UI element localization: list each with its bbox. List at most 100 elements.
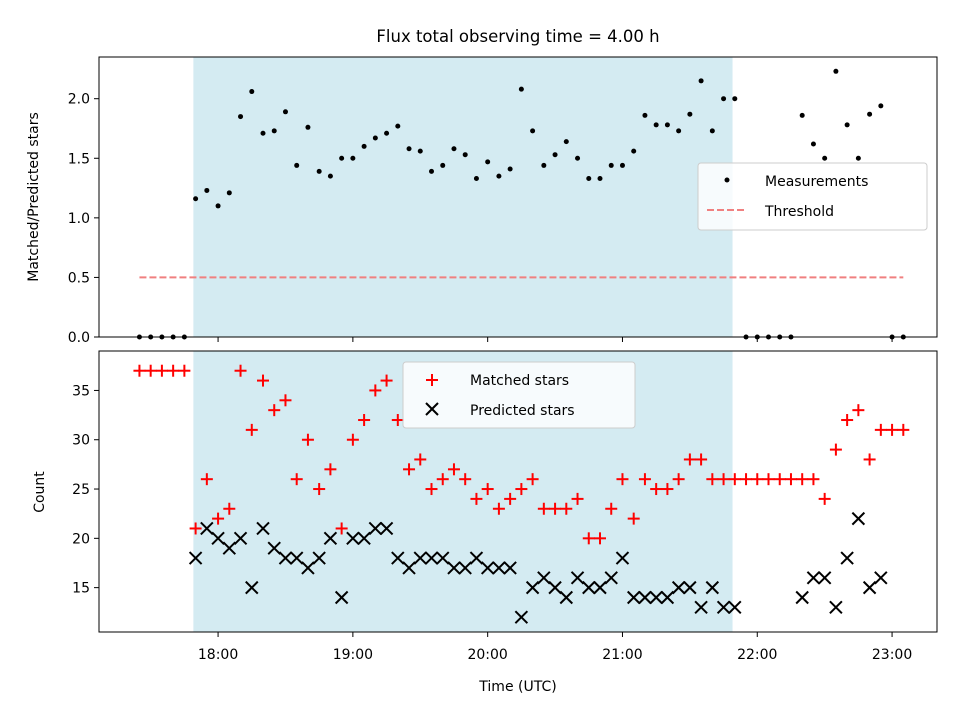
predicted-stars-point [728, 600, 742, 615]
predicted-stars-point [716, 600, 731, 615]
predicted-stars-point [323, 531, 338, 546]
measurements-point [822, 155, 828, 161]
measurements-point [496, 173, 502, 179]
measurements-point [844, 122, 850, 128]
measurements-point [451, 146, 457, 152]
matched-stars-point [144, 364, 157, 377]
matched-stars-point [874, 423, 887, 436]
matched-stars-point [863, 453, 876, 466]
measurements-point [810, 141, 816, 147]
y-tick-label: 2.0 [68, 92, 90, 108]
y-tick-label: 0.5 [68, 270, 90, 286]
matched-stars-point [751, 473, 764, 486]
predicted-stars-point [806, 571, 821, 585]
bottom-legend-box [402, 361, 636, 429]
matched-stars-point [560, 502, 573, 515]
predicted-stars-point [537, 571, 551, 585]
measurements-point [709, 128, 715, 134]
matched-stars-point [200, 473, 213, 486]
matched-stars-point [526, 473, 539, 486]
top-x-ticks [217, 337, 893, 342]
matched-stars-point [313, 483, 326, 496]
predicted-stars-point [211, 531, 225, 546]
matched-stars-point [324, 463, 337, 476]
matched-stars-point [245, 423, 258, 436]
top-legend-box [697, 162, 928, 231]
matched-stars-point [537, 502, 550, 515]
matched-stars-point [728, 473, 741, 486]
measurements-point [429, 168, 435, 174]
predicted-stars-point [851, 511, 866, 526]
measurements-point [653, 122, 659, 128]
matched-stars-point [571, 492, 584, 505]
x-tick-label: 18:00 [198, 647, 238, 663]
x-axis-label: Time (UTC) [478, 679, 556, 695]
measurements-point [518, 86, 524, 92]
y-tick-label: 1.5 [68, 151, 90, 167]
bottom-legend: Matched stars Predicted stars [402, 361, 636, 429]
predicted-stars-point [525, 580, 540, 595]
matched-stars-point [257, 374, 270, 387]
measurements-point [215, 203, 221, 209]
measurements-point [282, 109, 288, 115]
predicted-stars-point [188, 551, 203, 565]
measurements-point [631, 148, 637, 154]
matched-stars-point [683, 453, 696, 466]
measurements-point [260, 130, 266, 136]
predicted-stars-point [548, 580, 562, 595]
matched-stars-point [470, 492, 483, 505]
measurements-point [440, 162, 446, 168]
measurements-point [305, 124, 311, 130]
measurements-point [732, 96, 738, 102]
predicted-stars-point [829, 600, 843, 615]
measurements-point [350, 155, 356, 161]
matched-stars-point [155, 364, 168, 377]
bottom-axes: 18:00 19:00 20:00 21:00 22:00 23:00 15 20 25 30 3… [32, 350, 938, 695]
matched-stars-point [481, 483, 494, 496]
predicted-stars-point [346, 531, 360, 546]
measurements-point [664, 122, 670, 128]
predicted-stars-point [222, 541, 237, 555]
matched-stars-point [414, 453, 427, 466]
matched-stars-point [627, 512, 640, 525]
legend-label-matched-stars: Matched stars [470, 373, 569, 389]
matched-stars-point [425, 483, 438, 496]
x-tick-label: 22:00 [737, 647, 777, 663]
matched-stars-point [886, 423, 899, 436]
measurements-point [799, 112, 805, 118]
top-axes: 0.00.51.01.52.0 Matched/Predicted stars … [26, 56, 938, 346]
predicted-stars-point [615, 551, 630, 565]
y-tick-label: 0.0 [68, 330, 90, 346]
matched-stars-point [459, 473, 472, 486]
legend-marker-measurements [724, 177, 730, 183]
matched-stars-point [594, 532, 607, 545]
measurements-point [586, 176, 592, 182]
matched-stars-point [167, 364, 180, 377]
predicted-stars-point [660, 590, 675, 605]
matched-stars-point [762, 473, 775, 486]
predicted-stars-point [480, 561, 495, 575]
matched-stars-point [189, 522, 202, 535]
predicted-stars-point [874, 571, 888, 585]
measurements-point [271, 128, 277, 134]
predicted-stars-point [649, 590, 663, 605]
measurements-point [552, 152, 558, 158]
legend-marker-predicted-stars [425, 402, 439, 416]
matched-stars-point [897, 423, 910, 436]
measurements-point [721, 96, 727, 102]
predicted-stars-point [436, 551, 450, 565]
measurements-point [193, 196, 199, 202]
measurements-point [878, 103, 884, 109]
matched-stars-point [796, 473, 809, 486]
x-tick-label: 20:00 [467, 647, 507, 663]
measurements-point [867, 111, 873, 117]
predicted-stars-point [694, 600, 708, 615]
matched-stars-point [650, 483, 663, 496]
predicted-stars-point [469, 551, 484, 565]
matched-stars-point [492, 502, 505, 515]
matched-stars-point [335, 522, 348, 535]
predicted-stars-point [301, 561, 315, 575]
predicted-stars-point [492, 561, 506, 575]
measurements-point [541, 162, 547, 168]
measurements-point [698, 78, 704, 84]
